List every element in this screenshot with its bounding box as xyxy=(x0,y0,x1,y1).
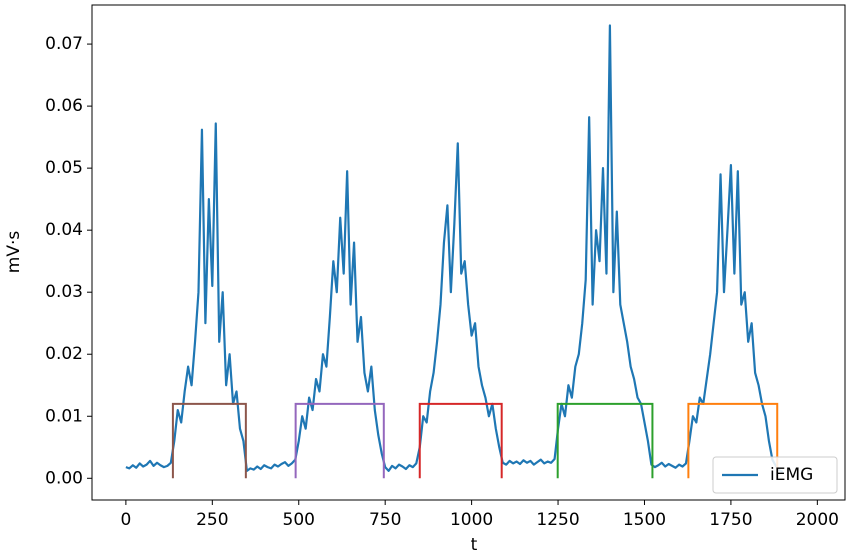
x-tick-label: 1750 xyxy=(709,510,752,530)
y-tick-label: 0.02 xyxy=(45,344,83,364)
x-tick-label: 1250 xyxy=(536,510,579,530)
x-tick-label: 500 xyxy=(283,510,315,530)
x-tick-label: 1000 xyxy=(450,510,493,530)
y-tick-label: 0.04 xyxy=(45,220,83,240)
y-tick-label: 0.06 xyxy=(45,96,83,116)
segment-window xyxy=(294,402,385,479)
segment-window xyxy=(556,402,654,479)
y-tick-label: 0.01 xyxy=(45,406,83,426)
x-axis-label: t xyxy=(471,535,478,555)
segment-window xyxy=(418,402,503,479)
x-tick-label: 250 xyxy=(196,510,228,530)
x-tick-label: 0 xyxy=(120,510,131,530)
x-tick-label: 1500 xyxy=(623,510,666,530)
y-tick-label: 0.07 xyxy=(45,34,83,54)
segment-window xyxy=(687,402,779,479)
y-tick-label: 0.05 xyxy=(45,158,83,178)
y-axis-label: mV·s xyxy=(4,231,24,274)
y-tick-label: 0.03 xyxy=(45,282,83,302)
x-tick-label: 750 xyxy=(369,510,401,530)
x-tick-label: 2000 xyxy=(796,510,839,530)
data-line xyxy=(125,24,784,474)
segment-window xyxy=(171,402,247,479)
legend-box xyxy=(712,456,838,494)
legend-label: iEMG xyxy=(770,465,813,485)
plot-frame xyxy=(91,4,846,501)
y-tick-label: 0.00 xyxy=(45,468,83,488)
